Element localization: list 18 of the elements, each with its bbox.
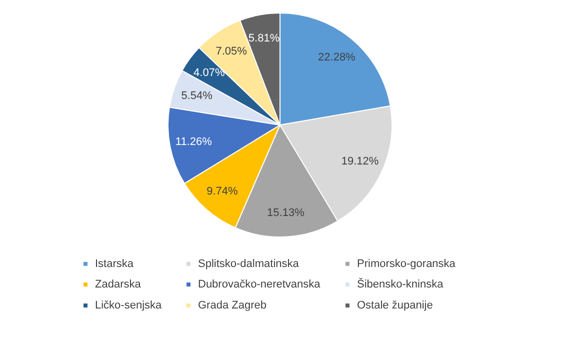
legend-label: Šibensko-kninska xyxy=(357,278,444,290)
legend-label: Grada Zagreb xyxy=(198,300,266,312)
data-label: 9.74% xyxy=(206,185,238,198)
legend-label: Splitsko-dalmatinska xyxy=(198,258,300,270)
legend-label: Primorsko-goranska xyxy=(357,258,456,270)
legend-label: Ostale županije xyxy=(357,300,433,312)
data-label: 5.54% xyxy=(181,90,213,102)
data-label: 11.26% xyxy=(175,136,212,148)
data-label: 19.12% xyxy=(341,156,379,168)
legend-label: Ličko-senjska xyxy=(95,300,163,312)
data-label: 15.13% xyxy=(267,206,305,219)
legend-label: Dubrovačko-neretvanska xyxy=(198,278,322,290)
legend-label: Zadarska xyxy=(95,278,142,290)
data-label: 7.05% xyxy=(216,46,248,58)
legend-label: Istarska xyxy=(95,258,134,270)
data-label: 4.07% xyxy=(194,66,225,79)
data-label: 5.81% xyxy=(248,32,280,44)
data-label: 22.28% xyxy=(318,52,356,64)
